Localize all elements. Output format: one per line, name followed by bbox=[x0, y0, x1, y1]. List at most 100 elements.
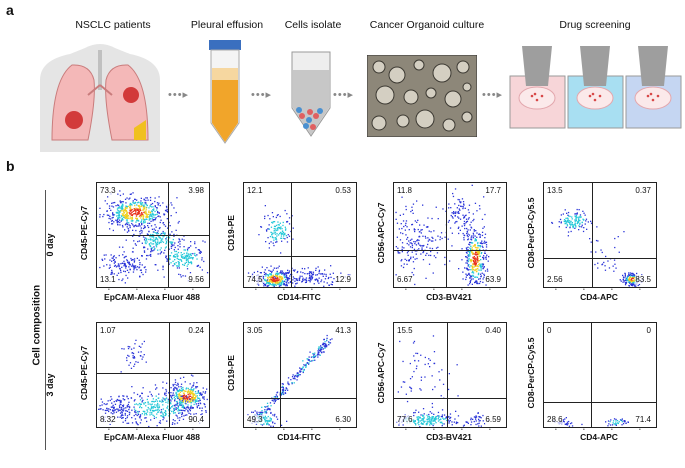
quadrant-gate-horizontal bbox=[544, 257, 656, 259]
axis-tick-mark: • bbox=[583, 287, 585, 293]
quadrant-value-upper-left: 3.05 bbox=[247, 326, 263, 335]
quadrant-gate-horizontal bbox=[394, 397, 506, 399]
quadrant-gate-horizontal bbox=[244, 255, 356, 257]
quadrant-gate-horizontal bbox=[97, 372, 209, 374]
flow-plot-7: 15.5 0.40 77.6 6.59 bbox=[393, 322, 507, 428]
x-axis-label: CD14-FITC bbox=[277, 292, 321, 302]
x-axis-label: CD3-BV421 bbox=[426, 292, 472, 302]
quadrant-value-lower-left: 74.5 bbox=[247, 275, 263, 284]
quadrant-value-lower-right: 12.9 bbox=[335, 275, 351, 284]
axis-tick-mark: • bbox=[489, 427, 491, 433]
y-axis-label: CD19-PE bbox=[226, 215, 236, 251]
axis-tick-mark: • bbox=[555, 287, 557, 293]
quadrant-value-lower-left: 8.32 bbox=[100, 415, 116, 424]
axis-tick-mark: • bbox=[461, 287, 463, 293]
quadrant-gate-vertical bbox=[591, 323, 593, 427]
isolation-tube bbox=[291, 51, 331, 137]
quadrant-value-lower-right: 63.9 bbox=[485, 275, 501, 284]
flow-plot-density-5 bbox=[98, 339, 208, 427]
flow-arrow-1: •••▸ bbox=[168, 89, 190, 101]
flow-plot-5: 1.07 0.24 8.32 90.4 bbox=[96, 322, 210, 428]
flow-plot-2: 12.1 0.53 74.5 12.9 bbox=[243, 182, 357, 288]
step-label-nsclc: NSCLC patients bbox=[75, 19, 151, 31]
axis-tick-mark: • bbox=[339, 287, 341, 293]
flow-plot-density-6 bbox=[247, 334, 333, 427]
quadrant-gate-vertical bbox=[446, 323, 448, 427]
axis-tick-mark: • bbox=[108, 427, 110, 433]
quadrant-gate-horizontal bbox=[394, 249, 506, 251]
axis-tick-mark: • bbox=[639, 427, 641, 433]
y-axis-label: CD8-PerCP-Cy5.5 bbox=[526, 337, 536, 409]
quadrant-value-lower-left: 28.6 bbox=[547, 415, 563, 424]
x-axis-label: EpCAM-Alexa Fluor 488 bbox=[104, 292, 200, 302]
quadrant-value-lower-left: 2.56 bbox=[547, 275, 563, 284]
quadrant-value-upper-right: 41.3 bbox=[335, 326, 351, 335]
quadrant-value-upper-left: 1.07 bbox=[100, 326, 116, 335]
quadrant-gate-horizontal bbox=[544, 402, 656, 404]
flow-plot-8: 0 0 28.6 71.4 bbox=[543, 322, 657, 428]
step-label-effusion: Pleural effusion bbox=[190, 19, 264, 31]
axis-tick-mark: • bbox=[639, 287, 641, 293]
cell-composition-label: Cell composition bbox=[31, 284, 43, 366]
axis-tick-mark: • bbox=[555, 427, 557, 433]
flow-plot-6: 3.05 41.3 49.3 6.30 bbox=[243, 322, 357, 428]
axis-tick-mark: • bbox=[108, 287, 110, 293]
x-axis-label: CD4-APC bbox=[580, 432, 618, 442]
y-axis-label: CD8-PerCP-Cy5.5 bbox=[526, 197, 536, 269]
quadrant-value-lower-left: 49.3 bbox=[247, 415, 263, 424]
axis-tick-mark: • bbox=[489, 287, 491, 293]
organoid-micrograph bbox=[367, 55, 477, 137]
quadrant-gate-vertical bbox=[168, 323, 170, 427]
step-label-drug: Drug screening bbox=[559, 19, 631, 31]
quadrant-gate-vertical bbox=[592, 183, 594, 287]
x-axis-label: CD4-APC bbox=[580, 292, 618, 302]
quadrant-value-upper-left: 11.8 bbox=[397, 186, 412, 195]
axis-tick-mark: • bbox=[433, 427, 435, 433]
quadrant-value-lower-left: 13.1 bbox=[100, 275, 116, 284]
row-label-day0: 0 day bbox=[45, 233, 55, 257]
quadrant-gate-horizontal bbox=[97, 235, 209, 236]
quadrant-gate-vertical bbox=[167, 183, 169, 287]
axis-tick-mark: • bbox=[136, 427, 138, 433]
flow-plot-1: 73.3 3.98 13.1 9.56 bbox=[96, 182, 210, 288]
axis-tick-mark: • bbox=[405, 427, 407, 433]
quadrant-value-lower-right: 83.5 bbox=[635, 275, 651, 284]
quadrant-value-upper-right: 3.98 bbox=[188, 186, 204, 195]
effusion-tube bbox=[209, 40, 241, 144]
flow-plot-density-3 bbox=[395, 184, 490, 286]
axis-tick-mark: • bbox=[461, 427, 463, 433]
quadrant-value-lower-right: 9.56 bbox=[188, 275, 204, 284]
axis-tick-mark: • bbox=[311, 287, 313, 293]
quadrant-value-upper-right: 0.37 bbox=[635, 186, 651, 195]
flow-plot-density-8 bbox=[553, 417, 629, 427]
quadrant-value-lower-right: 90.4 bbox=[188, 415, 204, 424]
quadrant-value-upper-right: 0.24 bbox=[188, 326, 204, 335]
quadrant-value-upper-left: 0 bbox=[547, 326, 552, 335]
lungs-illustration bbox=[40, 44, 160, 152]
quadrant-value-upper-right: 0 bbox=[646, 326, 651, 335]
quadrant-value-upper-right: 0.53 bbox=[335, 186, 351, 195]
flow-plot-3: 11.8 17.7 6.67 63.9 bbox=[393, 182, 507, 288]
flow-plot-density-1 bbox=[99, 190, 209, 284]
flow-arrow-4: •••▸ bbox=[482, 89, 504, 101]
x-axis-label: CD14-FITC bbox=[277, 432, 321, 442]
step-label-organoid: Cancer Organoid culture bbox=[369, 19, 485, 31]
y-axis-label: CD19-PE bbox=[226, 355, 236, 391]
axis-tick-mark: • bbox=[192, 427, 194, 433]
axis-tick-mark: • bbox=[433, 287, 435, 293]
axis-tick-mark: • bbox=[283, 287, 285, 293]
axis-tick-mark: • bbox=[255, 287, 257, 293]
quadrant-gate-vertical bbox=[445, 183, 447, 287]
flow-plot-4: 13.5 0.37 2.56 83.5 bbox=[543, 182, 657, 288]
quadrant-value-lower-right: 6.59 bbox=[485, 415, 501, 424]
drug-screening-wells bbox=[509, 46, 682, 129]
axis-tick-mark: • bbox=[611, 427, 613, 433]
axis-tick-mark: • bbox=[164, 427, 166, 433]
axis-tick-mark: • bbox=[611, 287, 613, 293]
y-axis-label: CD56-APC-Cy7 bbox=[376, 202, 386, 264]
quadrant-gate-horizontal bbox=[244, 397, 356, 399]
quadrant-value-upper-left: 73.3 bbox=[100, 186, 116, 195]
axis-tick-mark: • bbox=[255, 427, 257, 433]
axis-tick-mark: • bbox=[192, 287, 194, 293]
row-label-day3: 3 day bbox=[45, 373, 55, 397]
